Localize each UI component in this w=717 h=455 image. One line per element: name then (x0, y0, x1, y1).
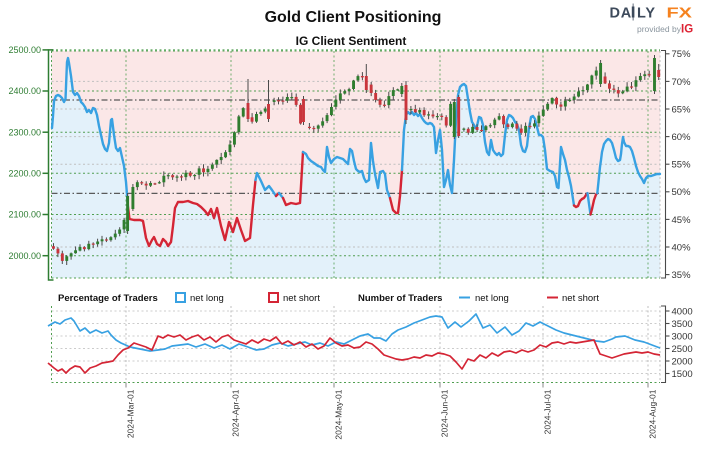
svg-text:35%: 35% (672, 270, 692, 281)
svg-text:65%: 65% (672, 104, 692, 115)
svg-text:50%: 50% (672, 187, 692, 198)
svg-text:2300.00: 2300.00 (8, 127, 41, 137)
svg-text:1500: 1500 (672, 369, 693, 380)
svg-text:2100.00: 2100.00 (8, 210, 41, 220)
svg-text:Gold Client Positioning: Gold Client Positioning (265, 9, 442, 26)
svg-text:4000: 4000 (672, 306, 693, 317)
svg-text:Percentage of Traders: Percentage of Traders (58, 293, 158, 304)
svg-text:70%: 70% (672, 77, 692, 88)
svg-text:2024-Aug-01: 2024-Aug-01 (647, 389, 657, 438)
svg-text:2500.00: 2500.00 (8, 45, 41, 55)
svg-text:net long: net long (190, 293, 224, 304)
svg-text:2024-Apr-01: 2024-Apr-01 (230, 389, 240, 437)
svg-text:45%: 45% (672, 215, 692, 226)
svg-text:Number of Traders: Number of Traders (358, 293, 442, 304)
svg-text:provided by: provided by (637, 24, 682, 34)
svg-text:2024-May-01: 2024-May-01 (333, 389, 343, 439)
svg-text:60%: 60% (672, 132, 692, 143)
svg-text:2024-Mar-01: 2024-Mar-01 (125, 389, 135, 438)
svg-text:40%: 40% (672, 242, 692, 253)
svg-text:2200.00: 2200.00 (8, 169, 41, 179)
svg-text:2400.00: 2400.00 (8, 86, 41, 96)
svg-text:2024-Jun-01: 2024-Jun-01 (439, 389, 449, 437)
svg-text:55%: 55% (672, 160, 692, 171)
svg-text:2500: 2500 (672, 344, 693, 355)
svg-text:2024-Jul-01: 2024-Jul-01 (542, 389, 552, 434)
svg-text:IG: IG (681, 24, 693, 36)
svg-text:3000: 3000 (672, 331, 693, 342)
svg-text:FX: FX (667, 5, 693, 22)
svg-text:IG Client Sentiment: IG Client Sentiment (296, 34, 407, 48)
svg-text:net long: net long (475, 293, 509, 304)
svg-text:3500: 3500 (672, 319, 693, 330)
svg-text:2000: 2000 (672, 356, 693, 367)
svg-text:2000.00: 2000.00 (8, 251, 41, 261)
svg-text:net short: net short (562, 293, 599, 304)
svg-text:net short: net short (283, 293, 320, 304)
svg-text:DA: DA (610, 6, 633, 22)
svg-text:75%: 75% (672, 49, 692, 60)
svg-text:LY: LY (637, 6, 656, 22)
